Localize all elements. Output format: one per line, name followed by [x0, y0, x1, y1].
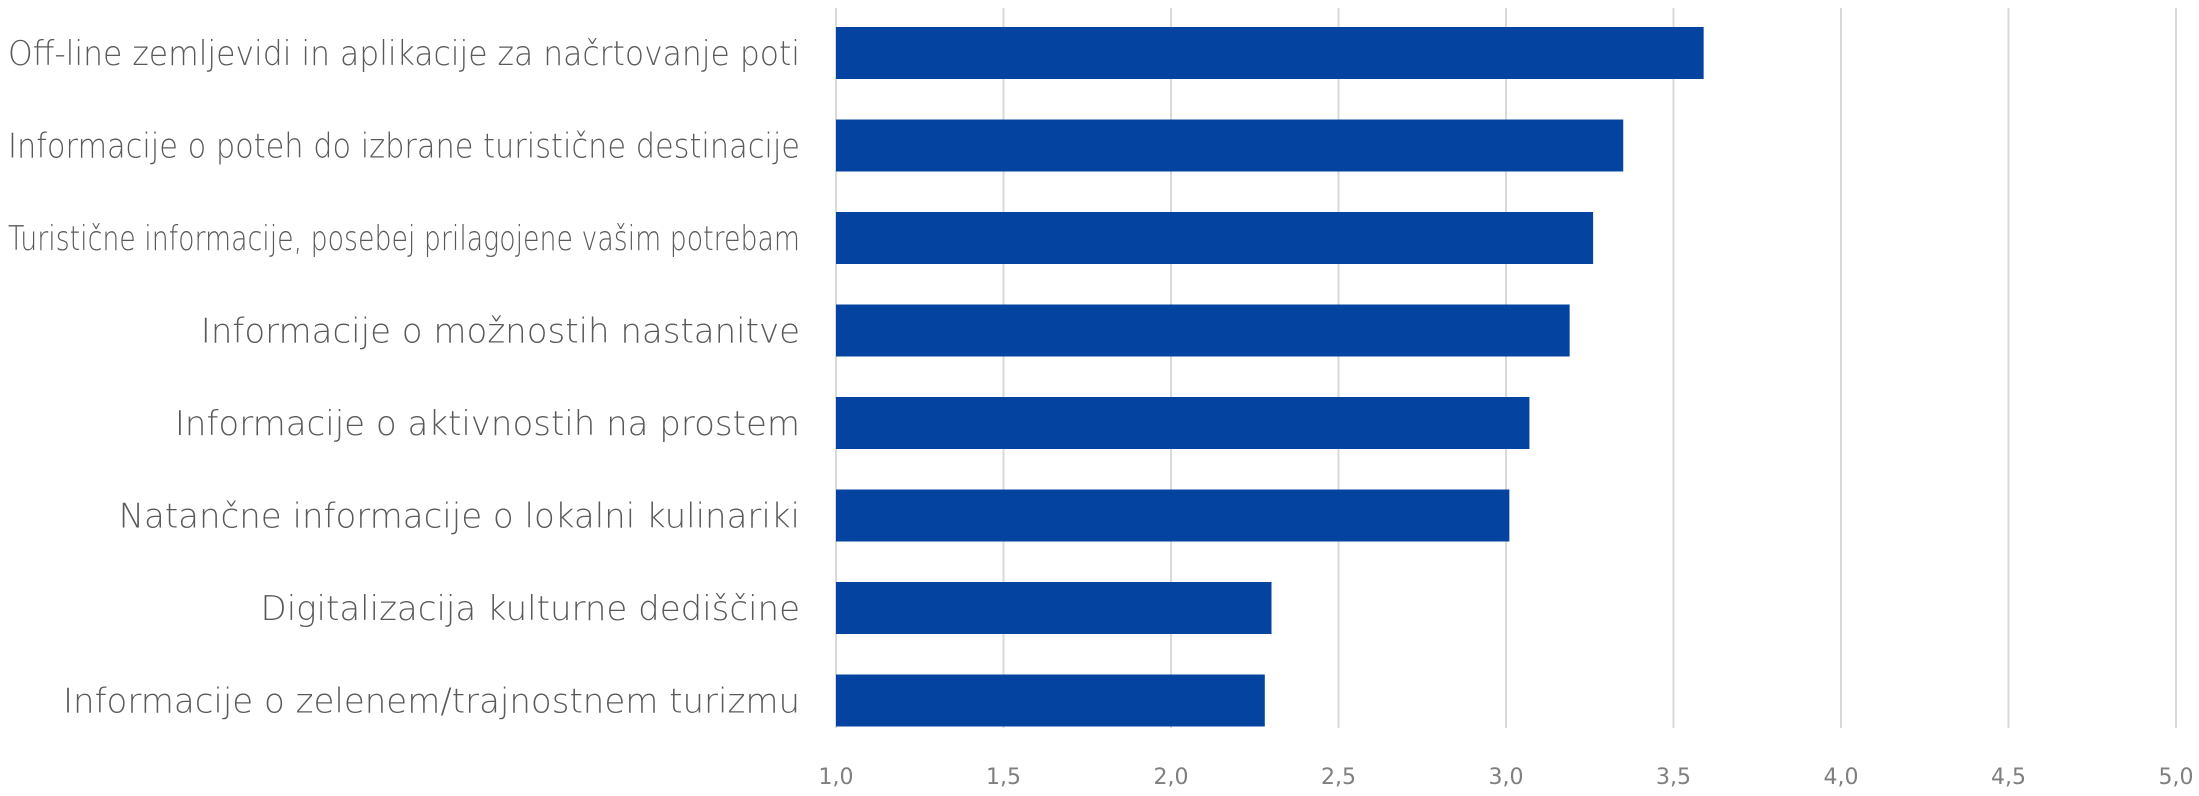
x-tick-label: 3,0: [1489, 765, 1524, 790]
category-label: Natančne informacije o lokalni kulinarik…: [119, 497, 800, 537]
bar: [836, 212, 1594, 264]
category-label: Informacije o možnostih nastanitve: [201, 312, 800, 352]
x-tick-labels: 1,0 1,5 2,0 2,5 3,0 3,5 4,0 4,5 5,0: [819, 765, 2194, 790]
bar: [836, 304, 1570, 357]
category-label: Off-line zemljevidi in aplikacije za nač…: [8, 34, 800, 74]
x-tick-label: 3,5: [1656, 765, 1691, 790]
bar: [836, 119, 1624, 172]
x-tick-label: 4,5: [1991, 765, 2026, 790]
category-label: Digitalizacija kulturne dediščine: [261, 589, 800, 629]
category-labels: Off-line zemljevidi in aplikacije za nač…: [8, 34, 800, 722]
category-label: Informacije o poteh do izbrane turističn…: [8, 127, 800, 167]
category-label: Informacije o zelenem/trajnostnem turizm…: [63, 682, 800, 722]
bar: [836, 582, 1272, 634]
x-tick-label: 1,5: [986, 765, 1021, 790]
bars: [836, 27, 1704, 727]
x-tick-label: 2,5: [1321, 765, 1356, 790]
category-label: Informacije o aktivnostih na prostem: [175, 404, 800, 444]
category-label: Turistične informacije, posebej prilagoj…: [8, 219, 800, 259]
x-tick-label: 2,0: [1154, 765, 1189, 790]
x-tick-label: 1,0: [819, 765, 854, 790]
x-tick-label: 4,0: [1824, 765, 1859, 790]
x-tick-label: 5,0: [2159, 765, 2194, 790]
bar: [836, 397, 1530, 449]
bar: [836, 674, 1265, 727]
bar: [836, 27, 1704, 79]
bar: [836, 489, 1510, 542]
